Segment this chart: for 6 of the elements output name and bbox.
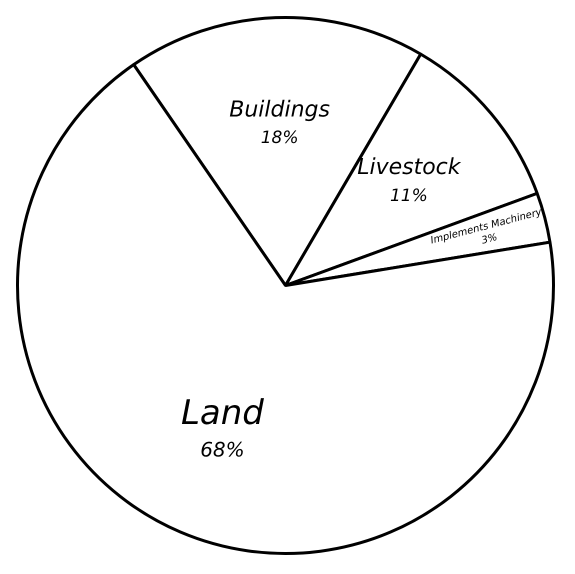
data-label: 68%	[200, 438, 245, 462]
data-label: 18%	[260, 128, 299, 148]
slice-label: Livestock	[357, 155, 462, 180]
data-label: 11%	[390, 186, 428, 206]
slice-label: Land	[180, 393, 264, 434]
slice-label: Buildings	[229, 98, 330, 123]
